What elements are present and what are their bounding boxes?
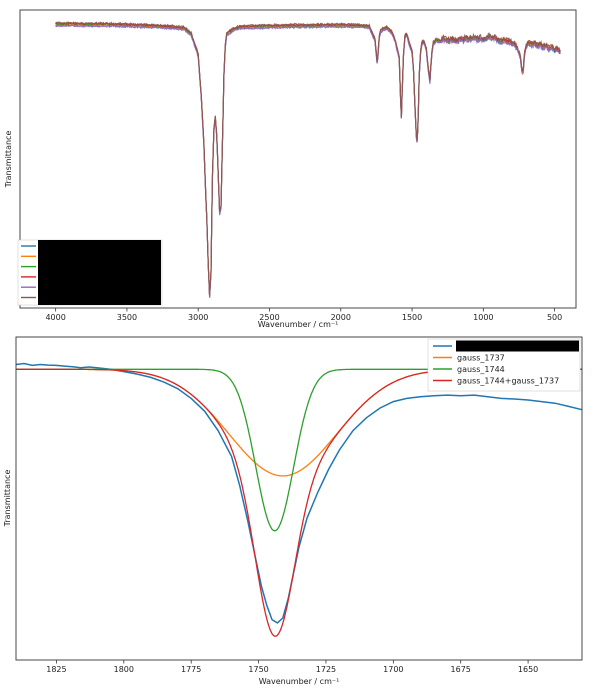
legend-labels-redacted — [38, 240, 161, 305]
spectrum-line-6 — [55, 21, 561, 296]
x-tick-label: 1675 — [451, 665, 471, 674]
legend-label: gauss_1737 — [457, 354, 505, 363]
x-tick-label: 2000 — [331, 313, 351, 322]
x-tick-label: 3000 — [188, 313, 208, 322]
x-tick-label: 1775 — [181, 665, 201, 674]
series-line-gauss_1744+gauss_1737 — [16, 368, 582, 637]
x-tick-label: 1000 — [473, 313, 493, 322]
x-tick-label: 1725 — [316, 665, 336, 674]
legend: gauss_1737 gauss_1744 gauss_1744+gauss_173… — [427, 338, 581, 392]
x-tick-label: 1650 — [518, 665, 538, 674]
plot-frame — [15, 336, 583, 661]
y-axis-label: Transmittance — [3, 470, 12, 528]
y-axis-label: Transmittance — [4, 131, 13, 189]
x-tick-label: 1750 — [248, 665, 268, 674]
chart-ir-spectrum-full: 4000 3500 3000 2500 2000 1500 1000 500 Wavenumb… — [4, 9, 577, 329]
x-axis-ticks: 4000 3500 3000 2500 2000 1500 1000 500 — [45, 308, 562, 322]
legend-label-redacted — [456, 340, 579, 352]
plot-area — [55, 21, 561, 298]
x-tick-label: 4000 — [45, 313, 65, 322]
legend-label: gauss_1744 — [457, 365, 505, 374]
x-tick-label: 3500 — [117, 313, 137, 322]
x-axis-ticks: 1825 1800 1775 1750 1725 1700 1675 1650 — [46, 660, 538, 674]
plot-area — [15, 362, 583, 637]
chart-carbonyl-peak-fit: 1825 1800 1775 1750 1725 1700 1675 1650 Wavenum… — [3, 336, 583, 686]
series-line-measured — [15, 362, 583, 624]
legend-label: gauss_1744+gauss_1737 — [457, 377, 559, 386]
x-tick-label: 1800 — [114, 665, 134, 674]
x-tick-label: 1500 — [402, 313, 422, 322]
x-tick-label: 1825 — [46, 665, 66, 674]
spectrum-line-5 — [55, 24, 561, 298]
x-tick-label: 500 — [547, 313, 562, 322]
x-tick-label: 2500 — [259, 313, 279, 322]
x-axis-label: Wavenumber / cm⁻¹ — [259, 677, 340, 686]
legend — [17, 239, 163, 306]
plot-frame — [19, 9, 577, 309]
x-axis-label: Wavenumber / cm⁻¹ — [258, 320, 339, 329]
x-tick-label: 1700 — [383, 665, 403, 674]
series-line-gauss_1744 — [16, 368, 582, 532]
